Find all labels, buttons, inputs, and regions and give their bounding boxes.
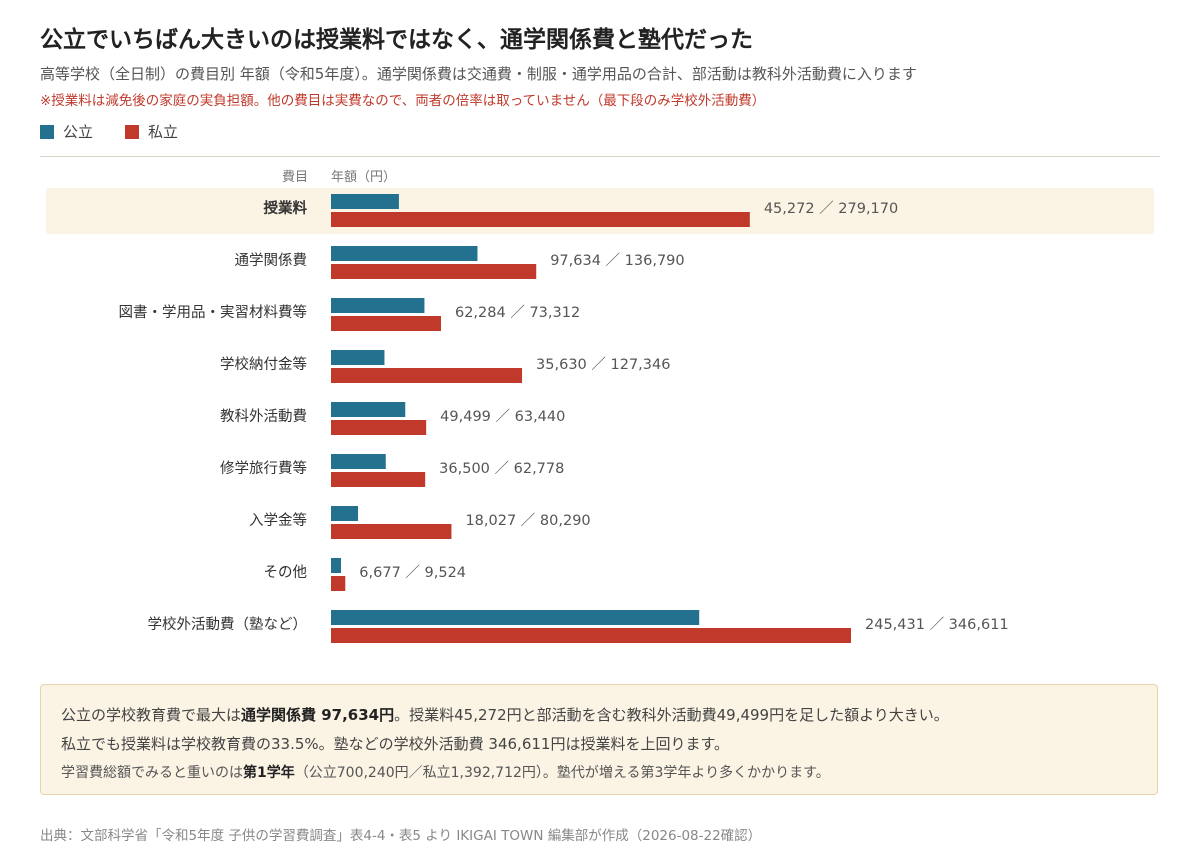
value-label: 245,431 ／ 346,611 [865,616,1009,633]
chart-row: 学校外活動費（塾など） 245,431 ／ 346,611 [148,610,1009,643]
source-note: 出典：文部科学省「令和5年度 子供の学習費調査」表4-4・表5 より IKIGA… [40,828,762,844]
bar-private [331,420,427,435]
bar-private [331,472,426,487]
bar-private [331,576,346,591]
chart-subtitle: 高等学校（全日制）の費目別 年額（令和5年度）。通学関係費は交通費・制服・通学用… [40,65,917,83]
bar-public [331,610,700,625]
bar-private [331,264,537,279]
summary-line-3-pre: 学習費総額でみると重いのは [61,765,243,781]
chart-row: 学校納付金等 35,630 ／ 127,346 [220,350,670,383]
bar-public [331,350,385,365]
bar-private [331,628,851,643]
category-label: 通学関係費 [235,252,308,269]
bar-public [331,246,478,261]
legend-item-private: 私立 [125,121,178,142]
summary-line-1: 公立の学校教育費で最大は通学関係費 97,634円。授業料45,272円と部活動… [61,701,1137,730]
legend-swatch-private [125,124,140,139]
value-column-header: 年額（円） [331,170,397,185]
value-label: 35,630 ／ 127,346 [536,356,670,373]
category-label: 図書・学用品・実習材料費等 [119,303,308,321]
summary-line-1-post: 。授業料45,272円と部活動を含む教科外活動費49,499円を足した額より大き… [394,706,949,724]
bar-public [331,402,406,417]
value-label: 97,634 ／ 136,790 [550,252,684,269]
highlight-band [46,188,1154,234]
chart-row: 教科外活動費 49,499 ／ 63,440 [220,402,565,435]
category-label: その他 [264,564,308,581]
legend-label-public: 公立 [63,123,94,141]
chart-row: 通学関係費 97,634 ／ 136,790 [235,246,685,279]
legend-swatch-public [40,124,54,139]
value-label: 49,499 ／ 63,440 [440,408,565,425]
chart-row: 修学旅行費等 36,500 ／ 62,778 [220,454,564,487]
summary-box: 公立の学校教育費で最大は通学関係費 97,634円。授業料45,272円と部活動… [40,684,1158,795]
bar-public [331,298,425,313]
value-label: 36,500 ／ 62,778 [439,460,564,477]
category-label: 修学旅行費等 [220,459,307,477]
bar-public [331,506,359,521]
category-label: 学校納付金等 [220,355,307,373]
category-column-header: 費目 [281,170,308,185]
header-divider [40,156,1160,157]
summary-line-3: 学習費総額でみると重いのは第1学年（公立700,240円／私立1,392,712… [61,759,1137,788]
bar-private [331,212,750,227]
summary-line-3-bold: 第1学年 [243,765,295,781]
chart-note: ※授業料は減免後の家庭の実負担額。他の費目は実費なので、両者の倍率は取っていませ… [40,93,766,109]
bar-chart: 授業料 45,272 ／ 279,170 通学関係費 97,634 ／ 136,790… [46,188,1154,643]
value-label: 62,284 ／ 73,312 [455,304,580,321]
summary-line-1-bold: 通学関係費 97,634円 [241,706,395,724]
chart-row: その他 6,677 ／ 9,524 [264,558,466,591]
bar-private [331,316,441,331]
legend-item-public: 公立 [40,121,93,142]
chart-row: 入学金等 18,027 ／ 80,290 [249,506,591,539]
bar-public [331,194,399,209]
bar-private [331,524,452,539]
chart-row: 図書・学用品・実習材料費等 62,284 ／ 73,312 [119,298,580,331]
legend-label-private: 私立 [148,123,179,141]
bar-public [331,454,386,469]
legend: 公立 私立 [40,121,210,142]
category-label: 授業料 [264,199,308,217]
chart-row: 授業料 45,272 ／ 279,170 [46,188,1154,234]
bar-private [331,368,523,383]
chart-title: 公立でいちばん大きいのは授業料ではなく、通学関係費と塾代だった [40,27,753,53]
value-label: 45,272 ／ 279,170 [764,200,898,217]
category-label: 学校外活動費（塾など） [148,616,308,633]
summary-line-3-post: （公立700,240円／私立1,392,712円）。塾代が増える第3学年より多く… [294,765,830,781]
value-label: 6,677 ／ 9,524 [359,564,466,581]
category-label: 入学金等 [249,511,307,529]
value-label: 18,027 ／ 80,290 [465,512,590,529]
bar-public [331,558,342,573]
category-label: 教科外活動費 [220,408,307,425]
summary-line-2: 私立でも授業料は学校教育費の33.5%。塾などの学校外活動費 346,611円は… [61,735,729,753]
summary-line-1-pre: 公立の学校教育費で最大は [61,706,242,724]
